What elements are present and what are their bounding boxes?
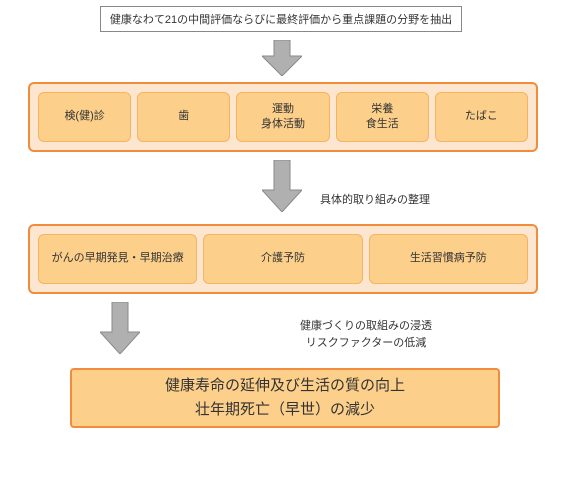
initiatives-panel: がんの早期発見・早期治療 介護予防 生活習慣病予防 [28, 224, 538, 294]
initiative-label: 介護予防 [261, 251, 305, 266]
initiative-cell-gan: がんの早期発見・早期治療 [38, 234, 197, 284]
goal-line: 壮年期死亡（早世）の減少 [195, 398, 375, 422]
caption-line: 健康づくりの取組みの浸透 [300, 318, 432, 335]
initiative-cell-kaigo: 介護予防 [203, 234, 362, 284]
field-cell-ha: 歯 [137, 92, 230, 142]
initiative-cell-seikatsu: 生活習慣病予防 [369, 234, 528, 284]
initiative-label: がんの早期発見・早期治療 [52, 251, 184, 266]
caption-1: 具体的取り組みの整理 [320, 192, 430, 209]
fields-panel: 検(健)診 歯 運動 身体活動 栄養 食生活 たばこ [28, 82, 538, 152]
caption-2: 健康づくりの取組みの浸透 リスクファクターの低減 [300, 318, 432, 351]
field-label: 歯 [178, 109, 189, 124]
field-cell-tabako: たばこ [435, 92, 528, 142]
field-label: 食生活 [366, 117, 399, 132]
caption-text: 具体的取り組みの整理 [320, 194, 430, 206]
field-cell-eiyou: 栄養 食生活 [336, 92, 429, 142]
initiative-label: 生活習慣病予防 [410, 251, 487, 266]
arrow-3 [100, 302, 140, 354]
goal-line: 健康寿命の延伸及び生活の質の向上 [165, 374, 405, 398]
field-label: 身体活動 [261, 117, 305, 132]
field-cell-undou: 運動 身体活動 [236, 92, 329, 142]
field-label: たばこ [465, 109, 498, 124]
arrow-2 [262, 160, 302, 212]
field-label: 栄養 [371, 102, 393, 117]
field-label: 検(健)診 [64, 109, 104, 124]
caption-line: リスクファクターの低減 [300, 335, 432, 352]
arrow-1 [262, 40, 302, 76]
source-header-text: 健康なわて21の中間評価ならびに最終評価から重点課題の分野を抽出 [110, 11, 452, 27]
field-label: 運動 [272, 102, 294, 117]
field-cell-kenshin: 検(健)診 [38, 92, 131, 142]
source-header: 健康なわて21の中間評価ならびに最終評価から重点課題の分野を抽出 [100, 6, 462, 32]
goal-box: 健康寿命の延伸及び生活の質の向上 壮年期死亡（早世）の減少 [70, 368, 500, 428]
